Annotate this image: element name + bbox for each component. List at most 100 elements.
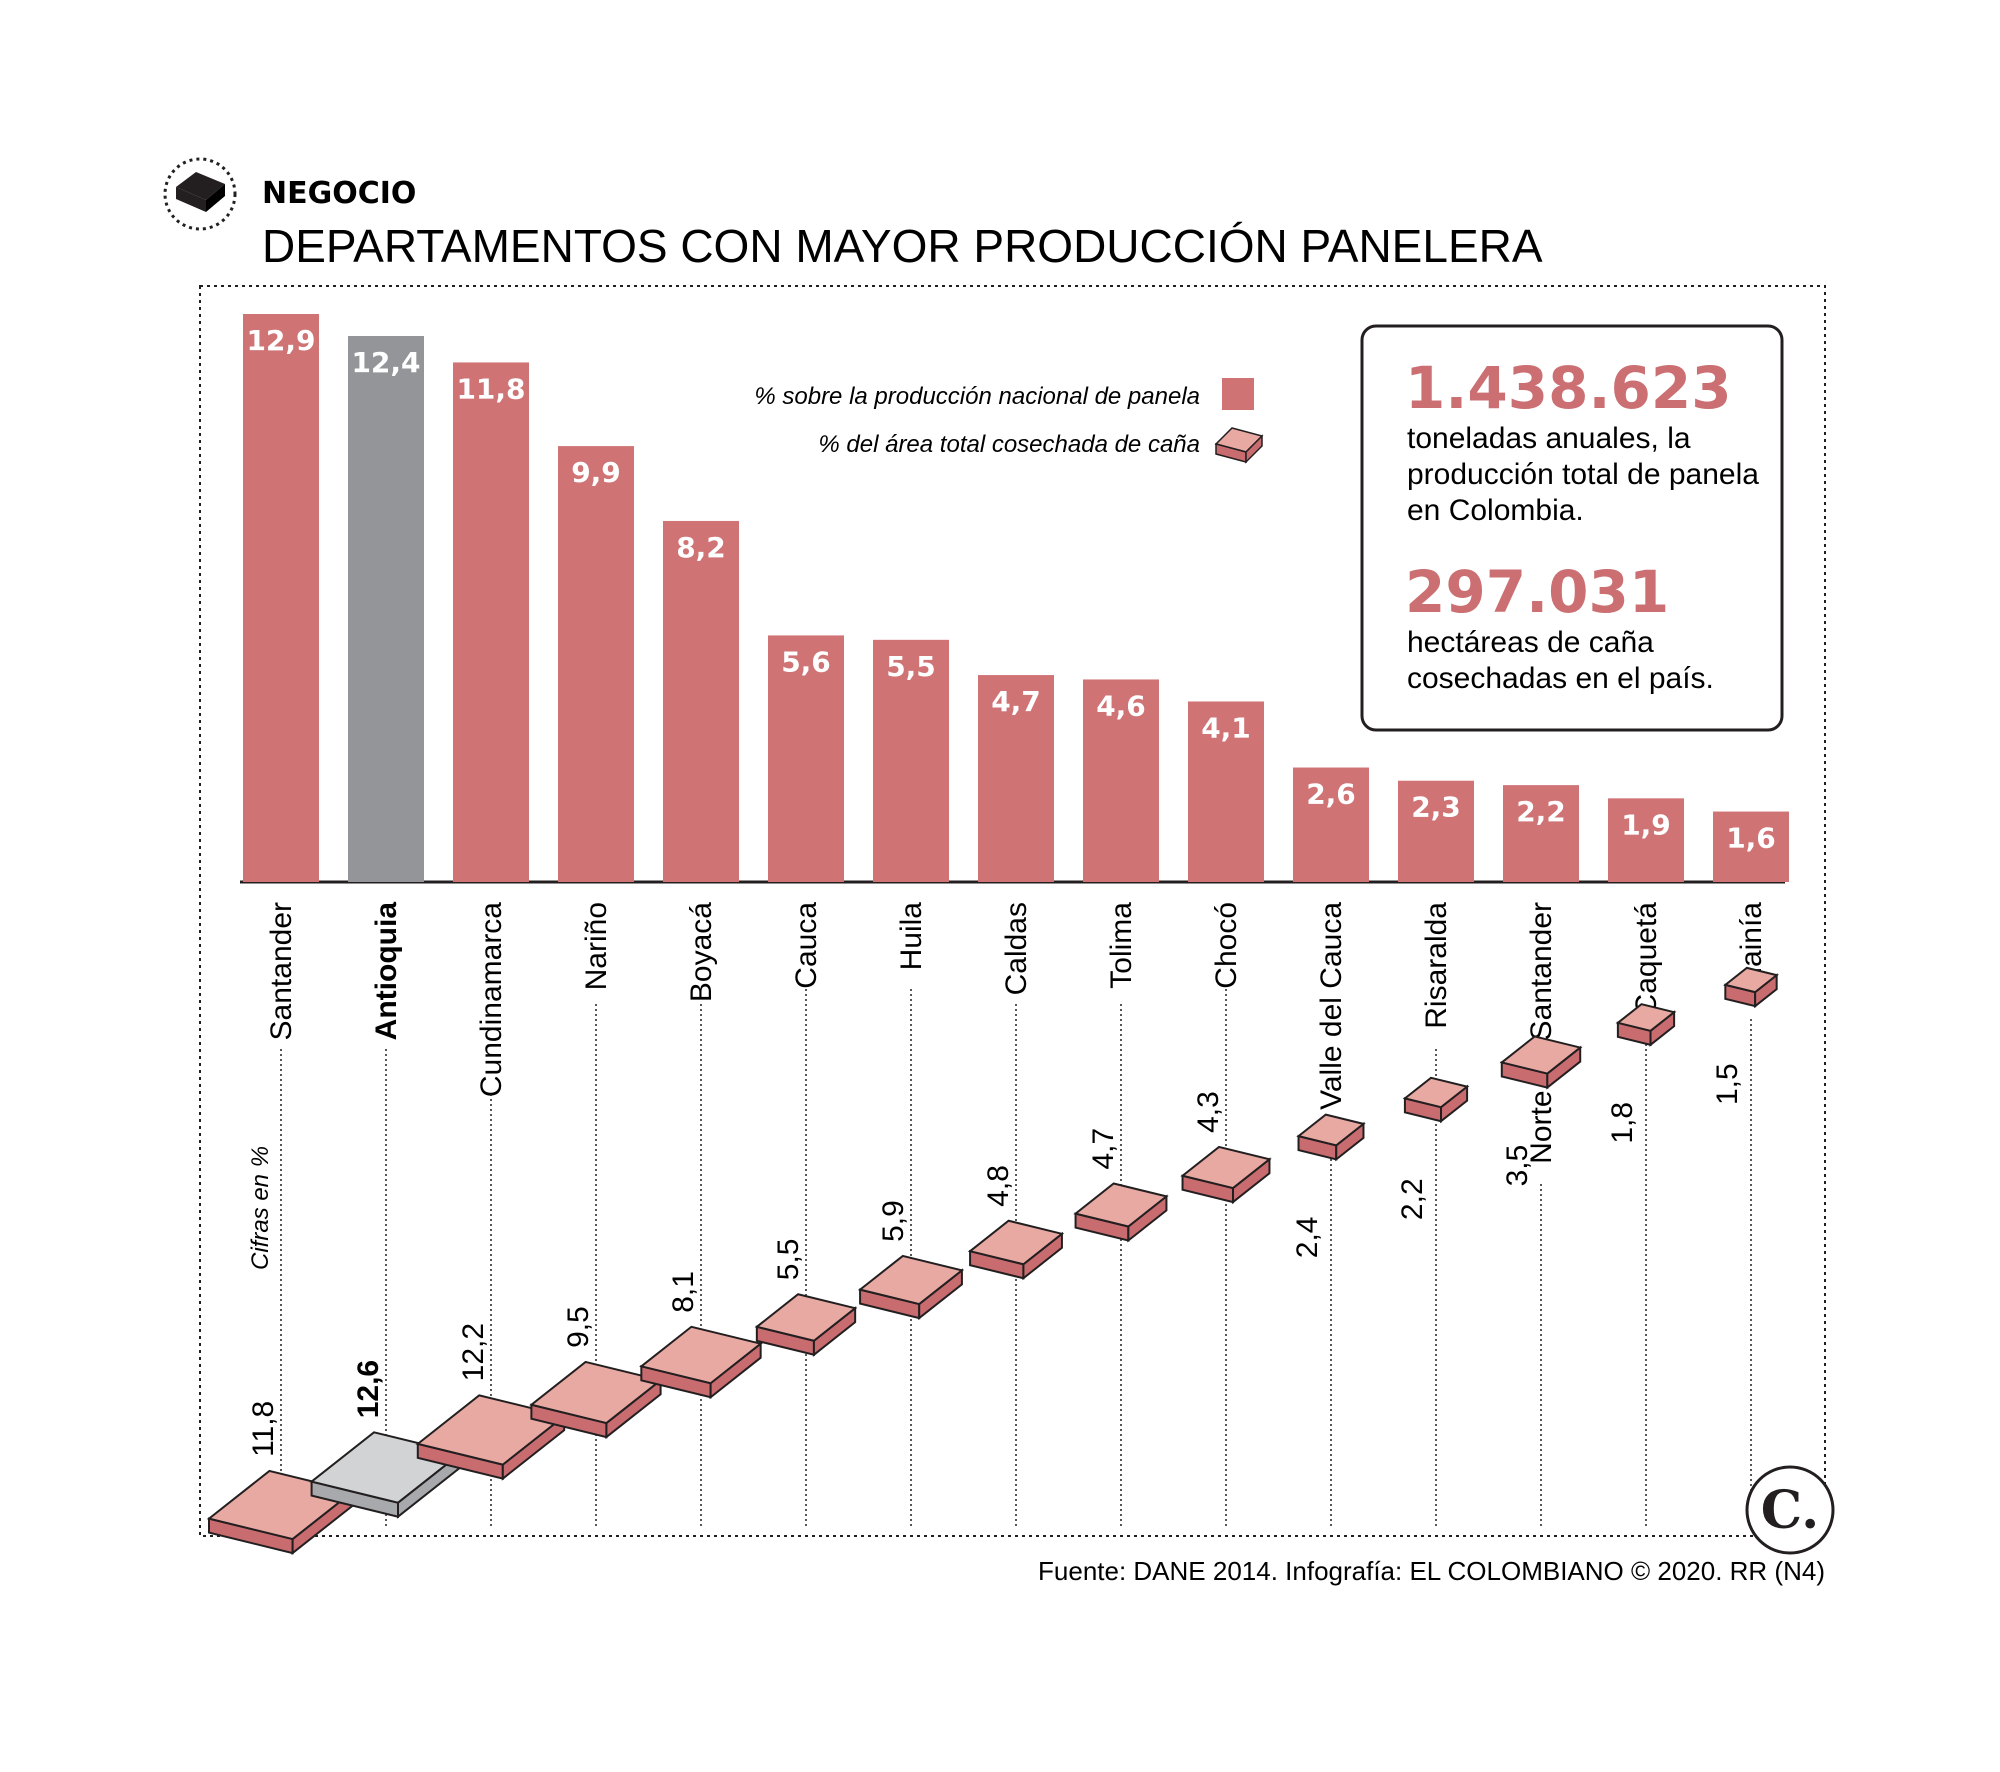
bar-value-norte-de-santander: 2,2 [1516, 795, 1566, 828]
bar-value-cundinamarca: 11,8 [456, 372, 525, 405]
tiles-layer: 11,8 12,6 12,2 9,5 8,1 5,5 5,9 4,8 4,7 4,3 2,4 2,2 3… [206, 966, 1779, 1556]
area-tile-risaralda [1402, 1076, 1470, 1124]
dept-label-antioquia: Antioquia [370, 902, 403, 1041]
source-credit: Fuente: DANE 2014. Infografía: EL COLOMB… [1038, 1556, 1825, 1586]
bar-boyaca [663, 520, 739, 882]
bar-huila [873, 639, 949, 882]
area-tile-huila [857, 1254, 965, 1321]
area-tile-caldas [967, 1219, 1065, 1281]
bar-value-guainia: 1,6 [1726, 822, 1776, 855]
area-tile-guainia [1723, 966, 1779, 1009]
chart-title: DEPARTAMENTOS CON MAYOR PRODUCCIÓN PANEL… [262, 220, 1543, 272]
section-label: NEGOCIO [262, 176, 416, 211]
area-value-tolima: 4,7 [1087, 1128, 1120, 1170]
bar-norte-de-santander [1503, 785, 1579, 882]
dept-label-risaralda: Risaralda [1420, 902, 1453, 1029]
area-tile-top-boyaca [639, 1325, 763, 1385]
area-total: 297.031 [1405, 558, 1669, 626]
area-tile-top-caldas [967, 1219, 1065, 1266]
area-value-guainia: 1,5 [1711, 1063, 1744, 1105]
area-tile-choco [1180, 1145, 1272, 1205]
dept-label-huila: Huila [895, 902, 928, 971]
production-caption-3: en Colombia. [1407, 494, 1584, 527]
area-tile-norte-de-santander [1499, 1035, 1583, 1090]
dept-label-tolima: Tolima [1105, 902, 1138, 989]
bar-risaralda [1398, 780, 1474, 882]
legend-production-swatch [1222, 378, 1254, 410]
dept-label-norte-de-santander: Norte de Santander [1525, 902, 1558, 1164]
area-tile-cauca [754, 1293, 858, 1357]
area-value-antioquia: 12,6 [352, 1360, 385, 1418]
bar-narino [558, 446, 634, 882]
stats-box-frame [1360, 324, 1784, 732]
bar-value-boyaca: 8,2 [676, 531, 726, 564]
area-value-valle-del-cauca: 2,4 [1291, 1217, 1324, 1259]
bar-value-risaralda: 2,3 [1411, 791, 1461, 824]
dept-label-cauca: Cauca [790, 902, 823, 989]
production-caption-2: producción total de panela [1407, 458, 1759, 491]
dept-label-caldas: Caldas [1000, 902, 1033, 995]
production-caption-1: toneladas anuales, la [1407, 422, 1691, 455]
bar-cauca [768, 635, 844, 882]
area-value-cundinamarca: 12,2 [457, 1323, 490, 1381]
bar-value-cauca: 5,6 [781, 645, 831, 678]
bar-caqueta [1608, 798, 1684, 882]
bar-tolima [1083, 679, 1159, 882]
area-value-santander: 11,8 [247, 1401, 280, 1457]
area-value-caqueta: 1,8 [1606, 1102, 1639, 1144]
area-tile-boyaca [639, 1325, 763, 1400]
legend-production-label: % sobre la producción nacional de panela [754, 383, 1200, 410]
area-tile-top-choco [1180, 1145, 1272, 1190]
bar-cundinamarca [453, 362, 529, 883]
area-value-norte-de-santander: 3,5 [1501, 1145, 1534, 1187]
bar-value-antioquia: 12,4 [351, 346, 420, 379]
area-value-caldas: 4,8 [982, 1165, 1015, 1207]
area-tile-top-huila [857, 1254, 965, 1306]
area-value-huila: 5,9 [877, 1200, 910, 1242]
area-tile-top-norte-de-santander [1499, 1035, 1583, 1075]
dept-label-cundinamarca: Cundinamarca [475, 902, 508, 1097]
area-tile-valle-del-cauca [1296, 1113, 1366, 1162]
bar-guainia [1713, 811, 1789, 882]
bar-value-narino: 9,9 [571, 456, 621, 489]
dotted-frame [199, 285, 1826, 1537]
bar-value-valle-del-cauca: 2,6 [1306, 778, 1356, 811]
area-tile-top-guainia [1723, 966, 1779, 994]
bar-santander [243, 314, 319, 882]
dept-label-boyaca: Boyacá [685, 902, 718, 1002]
bar-value-caqueta: 1,9 [1621, 808, 1671, 841]
area-value-boyaca: 8,1 [667, 1271, 700, 1313]
area-tile-top-caqueta [1615, 1003, 1677, 1032]
bar-value-caldas: 4,7 [991, 685, 1041, 718]
stats-box: 1.438.623 toneladas anuales, la producci… [1360, 324, 1784, 732]
bar-value-choco: 4,1 [1201, 711, 1251, 744]
units-note: Cifras en % [247, 1146, 274, 1270]
bar-choco [1188, 701, 1264, 882]
dept-label-narino: Nariño [580, 902, 613, 990]
area-value-choco: 4,3 [1192, 1091, 1225, 1133]
area-value-risaralda: 2,2 [1396, 1178, 1429, 1220]
area-value-cauca: 5,5 [772, 1239, 805, 1281]
area-tile-top-cauca [754, 1293, 858, 1342]
logo-text: C. [1761, 1480, 1820, 1541]
bar-value-huila: 5,5 [886, 650, 936, 683]
dept-label-santander: Santander [265, 902, 298, 1040]
area-tile-cundinamarca [415, 1394, 567, 1481]
el-colombiano-logo: C. [1745, 1465, 1835, 1555]
dept-label-choco: Chocó [1210, 902, 1243, 989]
bar-valle-del-cauca [1293, 767, 1369, 882]
bar-antioquia [348, 336, 424, 882]
area-value-narino: 9,5 [562, 1306, 595, 1348]
dept-label-caqueta: Caquetá [1630, 902, 1663, 1016]
area-tile-top-risaralda [1402, 1076, 1470, 1109]
area-tile-tolima [1073, 1182, 1169, 1243]
area-caption-2: cosechadas en el país. [1407, 662, 1714, 695]
bar-value-tolima: 4,6 [1096, 689, 1146, 722]
panela-block-icon [163, 157, 237, 231]
bar-value-santander: 12,9 [246, 324, 315, 357]
legend-area-label: % del área total cosechada de caña [818, 431, 1200, 458]
area-caption-1: hectáreas de caña [1407, 626, 1654, 659]
legend: % sobre la producción nacional de panela… [754, 378, 1264, 464]
area-tile-caqueta [1615, 1003, 1677, 1047]
